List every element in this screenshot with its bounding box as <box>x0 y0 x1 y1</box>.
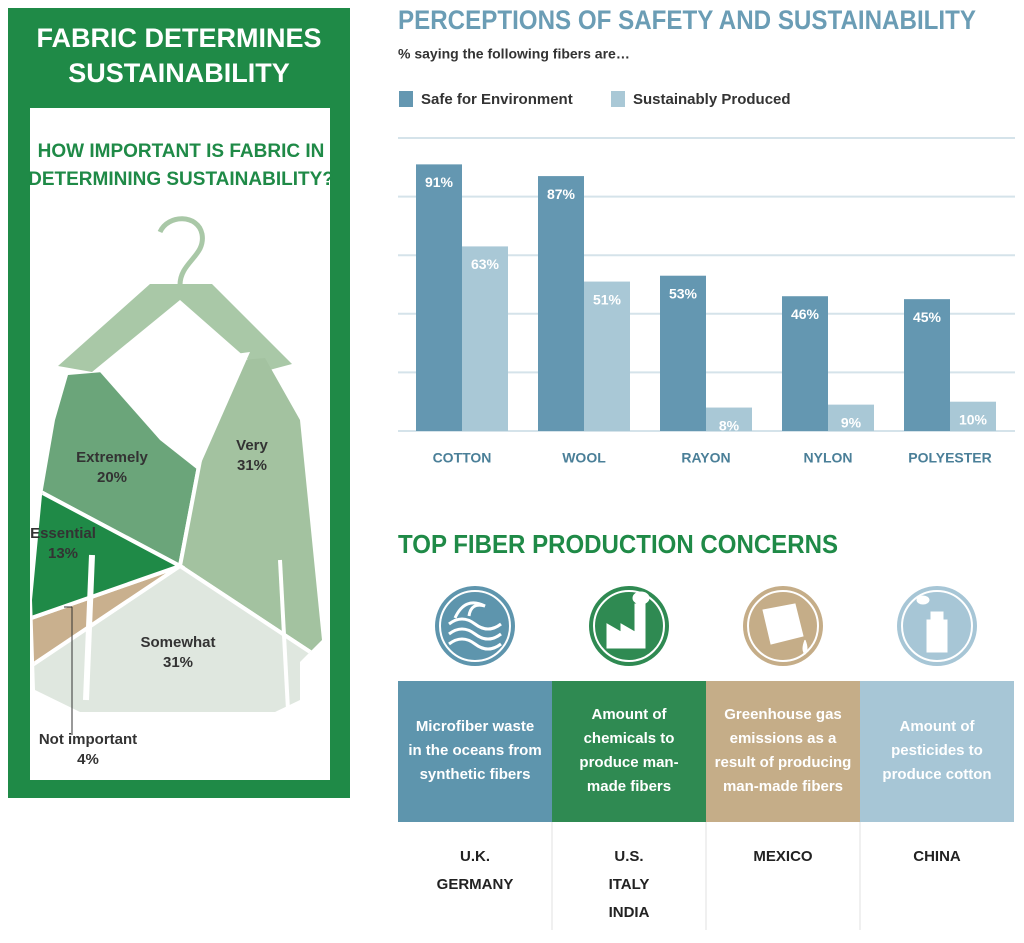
hanger-shoulders <box>58 284 292 372</box>
panel-title: FABRIC DETERMINES <box>36 23 321 53</box>
concern-text: pesticides to <box>891 742 983 759</box>
icon-ring <box>439 590 511 662</box>
icon-ring <box>901 590 973 662</box>
bar-value-label: 46% <box>791 306 820 322</box>
question: DETERMINING SUSTAINABILITY? <box>28 169 334 190</box>
bar <box>462 246 508 431</box>
pie-slice <box>32 358 261 570</box>
bar <box>538 176 584 431</box>
concern-text: Amount of <box>592 706 668 723</box>
country: U.K. <box>460 848 490 865</box>
concerns-title: TOP FIBER PRODUCTION CONCERNS <box>398 529 838 559</box>
slice-label: Essential <box>30 525 96 542</box>
icon-circle <box>435 586 515 666</box>
question: HOW IMPORTANT IS FABRIC IN <box>38 141 325 162</box>
bar <box>416 164 462 431</box>
bar <box>828 404 874 431</box>
legend-label: Sustainably Produced <box>633 91 791 108</box>
concern-text: synthetic fibers <box>420 766 531 783</box>
country: ITALY <box>609 876 650 893</box>
sleeve-seam <box>83 554 95 701</box>
concern-box <box>706 681 860 822</box>
bar-value-label: 45% <box>913 309 942 325</box>
bar <box>782 296 828 431</box>
country: INDIA <box>609 904 650 921</box>
bar-value-label: 8% <box>719 417 740 433</box>
legend-swatch <box>399 91 413 107</box>
concern-text: Microfiber waste <box>416 718 534 735</box>
icon <box>448 601 502 651</box>
x-tick-label: WOOL <box>562 450 606 466</box>
concern-box <box>398 681 552 822</box>
slice-label: Extremely <box>76 449 148 466</box>
bar <box>904 299 950 431</box>
country: U.S. <box>614 848 643 865</box>
slice-value-label: 4% <box>77 751 99 768</box>
concern-text: Greenhouse gas <box>724 706 842 723</box>
bar <box>660 275 706 431</box>
legend-label: Safe for Environment <box>421 91 573 108</box>
bar <box>706 407 752 431</box>
slice-value-label: 31% <box>163 654 193 671</box>
x-tick-label: RAYON <box>681 450 730 466</box>
bar-value-label: 53% <box>669 285 698 301</box>
concern-text: produce cotton <box>882 766 991 783</box>
bar-value-label: 63% <box>471 256 500 272</box>
bar-value-label: 10% <box>959 411 988 427</box>
country: GERMANY <box>437 876 514 893</box>
slice-label: Not important <box>39 731 137 748</box>
panel-title: SUSTAINABILITY <box>68 58 290 88</box>
bar <box>950 401 996 431</box>
legend-swatch <box>611 91 625 107</box>
icon-circle <box>589 586 669 666</box>
slice-value-label: 20% <box>97 469 127 486</box>
icon-ring <box>747 590 819 662</box>
icon <box>916 595 948 653</box>
bar-value-label: 51% <box>593 291 622 307</box>
concern-text: Amount of <box>900 718 976 735</box>
concern-text: made fibers <box>587 778 671 795</box>
bar-value-label: 91% <box>425 174 454 190</box>
country: MEXICO <box>753 848 813 865</box>
concern-box <box>860 681 1014 822</box>
concern-text: chemicals to <box>584 730 675 747</box>
bar-value-label: 9% <box>841 414 862 430</box>
icon <box>762 603 808 655</box>
icon <box>606 591 650 649</box>
neckline <box>100 352 250 470</box>
slice-label: Somewhat <box>140 634 215 651</box>
concern-text: result of producing <box>715 754 852 771</box>
country: CHINA <box>913 848 961 865</box>
bar <box>584 281 630 431</box>
slice-value-label: 31% <box>237 457 267 474</box>
sweater <box>32 358 322 712</box>
x-tick-label: POLYESTER <box>908 450 992 466</box>
x-tick-label: COTTON <box>433 450 492 466</box>
bar-chart-title: PERCEPTIONS OF SAFETY AND SUSTAINABILITY <box>398 5 976 35</box>
bar-value-label: 87% <box>547 186 576 202</box>
slice-value-label: 13% <box>48 545 78 562</box>
concern-text: man-made fibers <box>723 778 843 795</box>
concern-text: produce man- <box>579 754 678 771</box>
concern-text: in the oceans from <box>408 742 541 759</box>
sleeve-seam <box>278 559 290 711</box>
concern-text: emissions as a <box>730 730 837 747</box>
pie-slice <box>32 564 182 712</box>
x-tick-label: NYLON <box>804 450 853 466</box>
icon-ring <box>593 590 665 662</box>
concern-box <box>552 681 706 822</box>
bar-chart-subtitle: % saying the following fibers are… <box>398 46 630 62</box>
hanger <box>157 216 205 286</box>
slice-label: Very <box>236 437 268 454</box>
